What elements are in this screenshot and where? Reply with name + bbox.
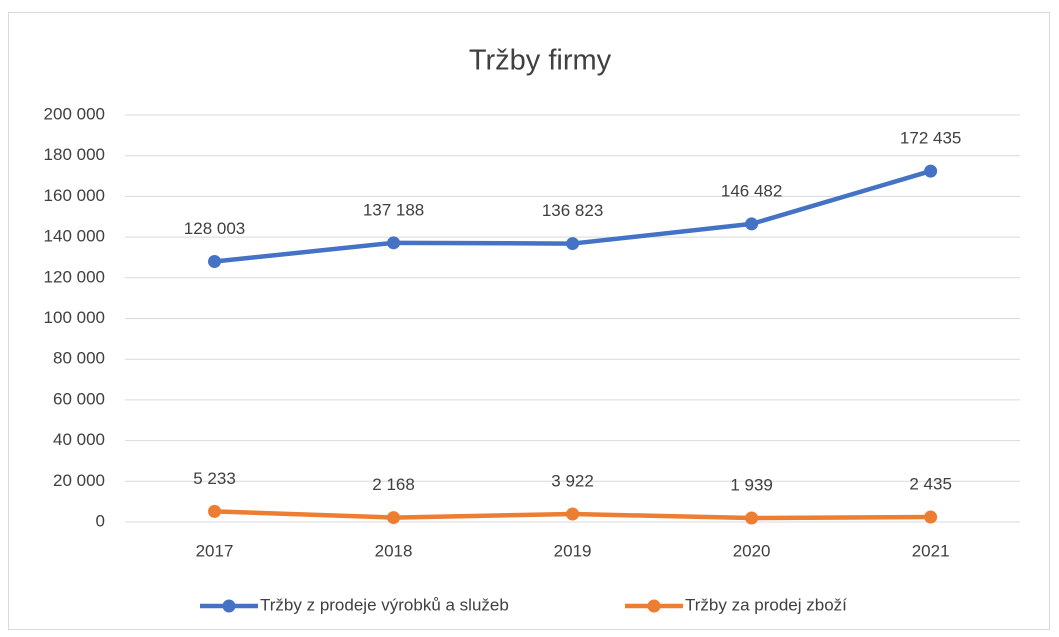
legend-marker: [647, 599, 661, 613]
y-tick-label: 200 000: [44, 104, 105, 123]
chart-border: [8, 12, 1050, 630]
point: [566, 507, 580, 521]
y-tick-label: 120 000: [44, 267, 105, 286]
legend-label: Tržby z prodeje výrobků a služeb: [260, 595, 509, 614]
y-tick-label: 100 000: [44, 308, 105, 327]
point: [924, 164, 938, 178]
data-label: 146 482: [721, 181, 782, 200]
data-label: 128 003: [184, 219, 245, 238]
x-tick-label: 2020: [733, 541, 771, 560]
y-tick-label: 80 000: [53, 349, 105, 368]
data-label: 2 168: [372, 475, 415, 494]
y-tick-label: 40 000: [53, 430, 105, 449]
data-label: 137 188: [363, 200, 424, 219]
y-tick-label: 180 000: [44, 145, 105, 164]
point: [387, 236, 401, 250]
legend-label: Tržby za prodej zboží: [685, 595, 847, 614]
data-label: 3 922: [551, 472, 594, 491]
x-tick-label: 2021: [912, 541, 950, 560]
chart-title: Tržby firmy: [469, 45, 612, 77]
data-label: 2 435: [909, 475, 952, 494]
point: [745, 511, 759, 525]
legend-marker: [222, 599, 236, 613]
point: [208, 504, 222, 518]
data-label: 172 435: [900, 129, 961, 148]
point: [387, 511, 401, 525]
x-tick-label: 2017: [196, 541, 234, 560]
y-tick-label: 140 000: [44, 227, 105, 246]
data-label: 1 939: [730, 476, 773, 495]
point: [208, 255, 222, 269]
y-tick-label: 20 000: [53, 471, 105, 490]
x-tick-label: 2019: [554, 541, 592, 560]
point: [924, 510, 938, 524]
x-tick-label: 2018: [375, 541, 413, 560]
y-tick-label: 60 000: [53, 389, 105, 408]
y-tick-label: 0: [96, 511, 105, 530]
point: [745, 217, 759, 231]
point: [566, 237, 580, 251]
data-label: 5 233: [193, 469, 236, 488]
data-label: 136 823: [542, 201, 603, 220]
y-tick-label: 160 000: [44, 186, 105, 205]
